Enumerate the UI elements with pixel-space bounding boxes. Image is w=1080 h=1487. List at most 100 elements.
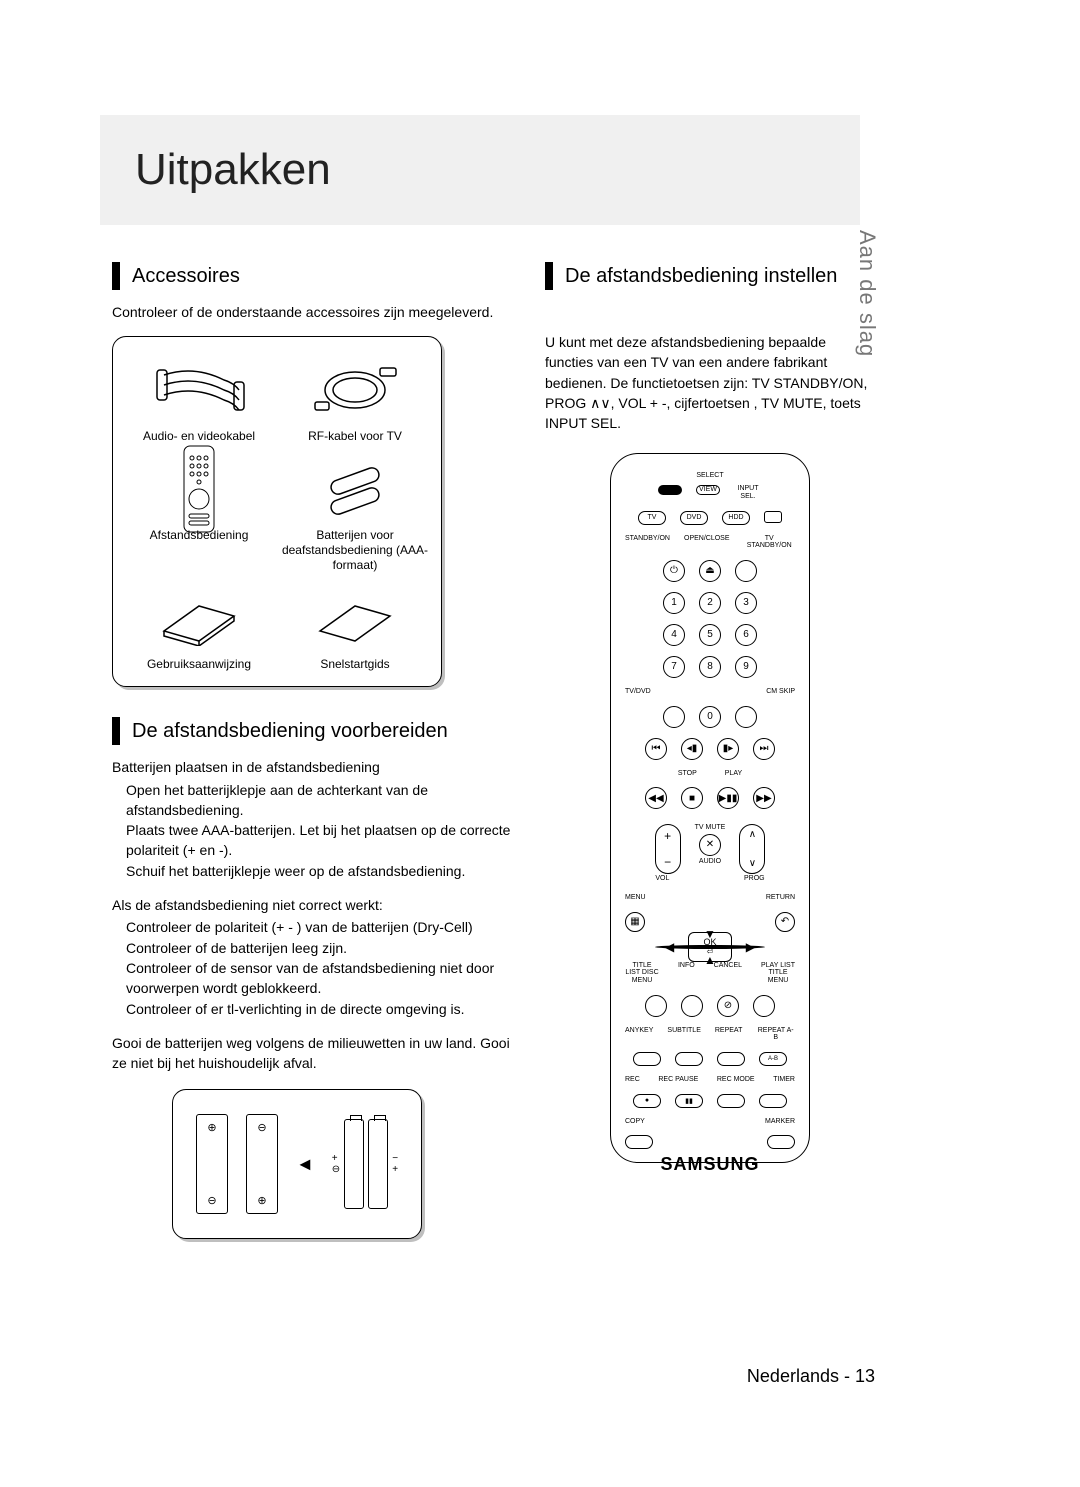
label-anykey: ANYKEY <box>625 1027 653 1042</box>
mute-button: ✕ <box>699 834 721 856</box>
stop-button: ■ <box>681 787 703 809</box>
section-title-accessoires: Accessoires <box>132 265 240 288</box>
p2d: Controleer of er tl-verlichting in de di… <box>126 999 512 1019</box>
quickstart-icon <box>310 583 400 653</box>
dpad-right-icon: ▶ <box>746 940 755 954</box>
remote-small-icon <box>179 454 219 524</box>
label-cmskip: CM SKIP <box>766 688 795 696</box>
acc-cell-manual: Gebruiksaanwijzing <box>125 583 273 672</box>
label-tvmute: TV MUTE <box>695 824 726 832</box>
label-cancel: CANCEL <box>714 962 742 985</box>
label-rec-mode: REC MODE <box>717 1076 755 1084</box>
rec-pause-button: ▮▮ <box>675 1094 703 1108</box>
title-list-button <box>645 995 667 1017</box>
num-8: 8 <box>699 656 721 678</box>
label-repeat: REPEAT <box>715 1027 743 1042</box>
rec-button: ● <box>633 1094 661 1108</box>
standby-button: ⏻ <box>663 560 685 582</box>
p1b: Plaats twee AAA-batterijen. Let bij het … <box>126 820 512 861</box>
label-play-list: PLAY LIST TITLE MENU <box>761 962 795 985</box>
p2a: Controleer de polariteit (+ - ) van de b… <box>126 917 512 937</box>
acc-label: Audio- en videokabel <box>143 429 255 444</box>
cancel-button: ⊘ <box>717 995 739 1017</box>
label-stop: STOP <box>678 770 697 778</box>
ok-button: OK⏎ <box>688 932 732 962</box>
section-head-accessoires: Accessoires <box>112 262 512 290</box>
label-marker: MARKER <box>765 1118 795 1126</box>
num-5: 5 <box>699 624 721 646</box>
num-6: 6 <box>735 624 757 646</box>
left-column: Accessoires Controleer of de onderstaand… <box>112 262 512 1239</box>
ffwd-button: ▶▶ <box>753 787 775 809</box>
copy-button <box>625 1135 653 1149</box>
cmskip-button <box>735 706 757 728</box>
acc-label: Snelstartgids <box>320 657 389 672</box>
label-return: RETURN <box>766 894 795 902</box>
label-vol: VOL <box>655 875 669 883</box>
label-view: VIEW <box>696 485 720 495</box>
acc-label: Batterijen voor deafstandsbediening (AAA… <box>281 528 429 573</box>
page-footer: Nederlands - 13 <box>747 1366 875 1387</box>
remote-control-diagram: SELECT VIEW INPUT SEL. TV DVD HDD STANDB… <box>610 453 810 1163</box>
battery-cover-icon: ⊕⊖ <box>196 1114 228 1214</box>
acc-cell-quickstart: Snelstartgids <box>281 583 429 672</box>
rec-mode-button <box>717 1094 745 1108</box>
label-repeat-ab: REPEAT A-B <box>756 1027 795 1042</box>
p2c: Controleer of de sensor van de afstandsb… <box>126 958 512 999</box>
label-title-list: TITLE LIST DISC MENU <box>625 962 659 985</box>
acc-cell-remote: Afstandsbediening <box>125 454 273 573</box>
section-title-prepare-remote: De afstandsbediening voorbereiden <box>132 720 448 743</box>
vol-rocker: +− <box>655 824 681 874</box>
set-remote-intro: U kunt met deze afstandsbediening bepaal… <box>545 332 875 433</box>
battery-icon <box>344 1119 364 1209</box>
prog-rocker: ∧∨ <box>739 824 765 874</box>
section-bar-icon <box>112 717 120 745</box>
play-list-button <box>753 995 775 1017</box>
num-2: 2 <box>699 592 721 614</box>
info-button <box>681 995 703 1017</box>
subtitle-button <box>675 1052 703 1066</box>
timer-button <box>759 1094 787 1108</box>
p1: Batterijen plaatsen in de afstandsbedien… <box>112 757 512 777</box>
p1a: Open het batterijklepje aan de achterkan… <box>126 780 512 821</box>
section-bar-icon <box>112 262 120 290</box>
p2: Als de afstandsbediening niet correct we… <box>112 895 512 915</box>
section-head-prepare-remote: De afstandsbediening voorbereiden <box>112 717 512 745</box>
label-subtitle: SUBTITLE <box>667 1027 700 1042</box>
page-title: Uitpakken <box>135 145 331 195</box>
label-open-close: OPEN/CLOSE <box>684 535 730 550</box>
rewind-button: ◀◀ <box>645 787 667 809</box>
p2b: Controleer of de batterijen leeg zijn. <box>126 938 512 958</box>
num-1: 1 <box>663 592 685 614</box>
acc-label: Gebruiksaanwijzing <box>147 657 251 672</box>
prev-button: ⏮ <box>645 738 667 760</box>
label-timer: TIMER <box>773 1076 795 1084</box>
label-audio: AUDIO <box>699 858 721 866</box>
section-title-set-remote: De afstandsbediening instellen <box>565 265 837 288</box>
label-input-sel: INPUT SEL. <box>734 485 762 500</box>
label-rec: REC <box>625 1076 640 1084</box>
av-cable-icon <box>149 355 249 425</box>
menu-button: ▦ <box>625 912 645 932</box>
acc-cell-av-cable: Audio- en videokabel <box>125 355 273 444</box>
anykey-button <box>633 1052 661 1066</box>
arrow-left-icon: ◄ <box>296 1154 314 1175</box>
label-prog: PROG <box>744 875 765 883</box>
dpad-left-icon: ◀ <box>665 940 674 954</box>
p1c: Schuif het batterijklepje weer op de afs… <box>126 861 512 881</box>
section-head-set-remote: De afstandsbediening instellen <box>545 262 875 290</box>
input-sel-button <box>764 511 782 523</box>
return-button: ↶ <box>775 912 795 932</box>
step-back-button: ◂▮ <box>681 738 703 760</box>
title-band: Uitpakken <box>100 115 860 225</box>
battery-slot-icon: ⊖⊕ <box>246 1114 278 1214</box>
right-column: De afstandsbediening instellen U kunt me… <box>545 262 875 1163</box>
ir-led-icon <box>658 485 682 495</box>
label-select: SELECT <box>696 472 723 480</box>
accessoires-intro: Controleer of de onderstaande accessoire… <box>112 302 512 322</box>
tv-button: TV <box>638 511 666 525</box>
accessories-panel: Audio- en videokabel RF-kabel voor TV <box>112 336 442 687</box>
dpad: ▲ ▼ ◀ ▶ OK⏎ <box>655 945 765 949</box>
label-play: PLAY <box>725 770 742 778</box>
hdd-button: HDD <box>722 511 750 525</box>
